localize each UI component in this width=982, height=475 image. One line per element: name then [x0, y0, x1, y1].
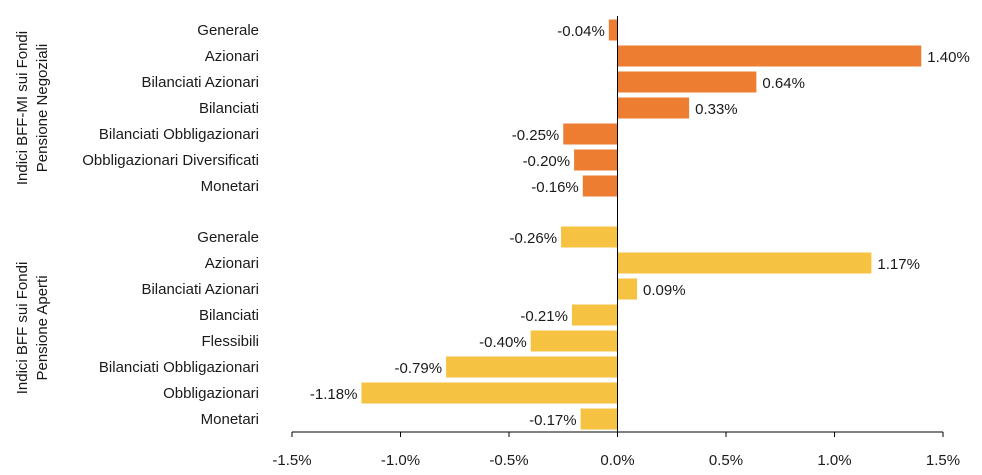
x-tick-label: 1.0% — [817, 452, 851, 469]
x-tick-label: 0.0% — [600, 452, 634, 469]
bar — [361, 382, 618, 404]
category-label: Obbligazionari — [163, 385, 259, 402]
group-label: Indici BFF-MI sui Fondi — [14, 31, 31, 185]
category-label: Monetari — [201, 411, 259, 428]
category-label: Generale — [197, 229, 259, 246]
category-label: Azionari — [205, 255, 259, 272]
bar — [530, 330, 618, 352]
x-tick-label: -1.0% — [381, 452, 420, 469]
category-label: Obbligazionari Diversificati — [82, 152, 259, 169]
bar — [617, 45, 922, 67]
data-label: 0.09% — [643, 282, 686, 299]
bar — [617, 252, 872, 274]
data-label: 1.40% — [927, 49, 970, 66]
group-label: Pensione Aperti — [34, 275, 51, 380]
bar — [563, 123, 618, 145]
category-label: Bilanciati — [199, 307, 259, 324]
x-tick-label: -1.5% — [272, 452, 311, 469]
x-tick-label: -0.5% — [489, 452, 528, 469]
category-label: Flessibili — [201, 333, 259, 350]
bar — [617, 278, 638, 300]
x-tick-label: 1.5% — [926, 452, 960, 469]
data-label: 0.33% — [695, 101, 738, 118]
data-label: -0.16% — [531, 179, 579, 196]
category-label: Bilanciati Azionari — [141, 281, 259, 298]
data-label: -1.18% — [310, 386, 358, 403]
category-label: Bilanciati — [199, 100, 259, 117]
category-label: Bilanciati Azionari — [141, 74, 259, 91]
data-label: -0.20% — [523, 153, 571, 170]
group-label: Pensione Negoziali — [34, 44, 51, 172]
category-label: Bilanciati Obbligazionari — [99, 126, 259, 143]
bar — [617, 97, 690, 119]
bar — [574, 149, 618, 171]
bar — [608, 19, 618, 41]
data-label: -0.25% — [512, 127, 560, 144]
category-label: Bilanciati Obbligazionari — [99, 359, 259, 376]
data-label: -0.26% — [510, 230, 558, 247]
x-tick-label: 0.5% — [709, 452, 743, 469]
data-label: 1.17% — [877, 256, 920, 273]
bar — [561, 226, 618, 248]
series-group-2: Generale -0.26% Azionari 1.17% Bilanciati Az… — [14, 226, 920, 430]
data-label: -0.40% — [479, 334, 527, 351]
bar — [580, 408, 618, 430]
data-label: -0.04% — [557, 23, 605, 40]
group-label: Indici BFF sui Fondi — [14, 262, 31, 395]
bar — [617, 71, 757, 93]
data-label: -0.21% — [520, 308, 568, 325]
data-label: -0.17% — [529, 412, 577, 429]
category-label: Generale — [197, 22, 259, 39]
category-label: Monetari — [201, 178, 259, 195]
bar — [446, 356, 618, 378]
bar — [582, 175, 618, 197]
data-label: 0.64% — [762, 75, 805, 92]
bar — [571, 304, 618, 326]
category-label: Azionari — [205, 48, 259, 65]
series-group-1: Generale -0.04% Azionari 1.40% Bilanciati Az… — [14, 19, 970, 197]
data-label: -0.79% — [395, 360, 443, 377]
